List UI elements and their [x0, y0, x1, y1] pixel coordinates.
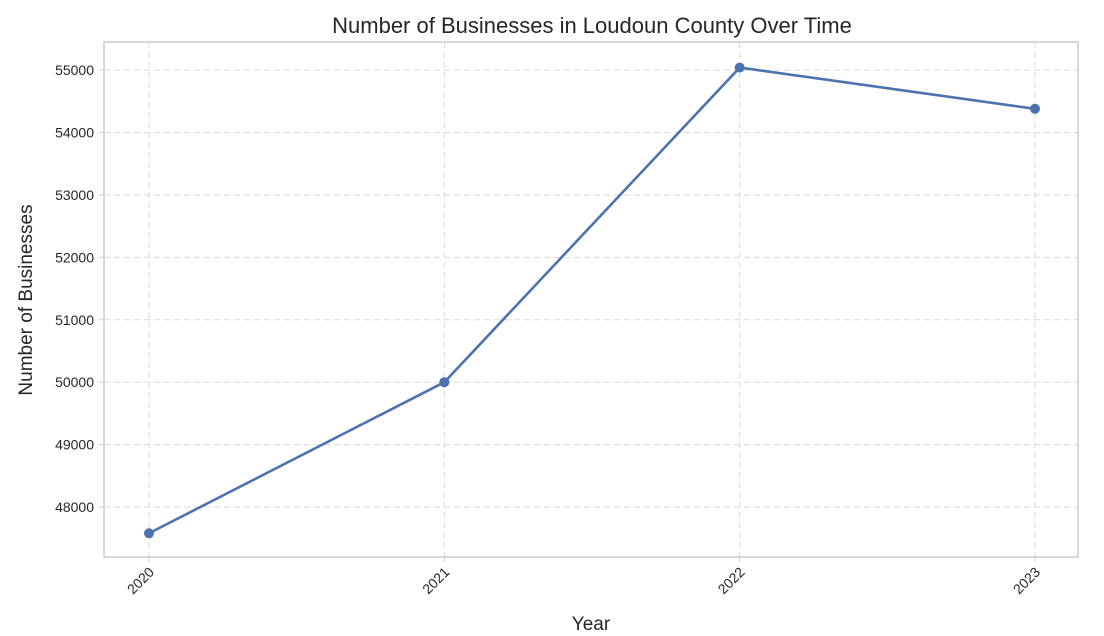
data-point: [1030, 103, 1040, 114]
series-line: [147, 66, 1037, 535]
grid: [104, 42, 1078, 557]
plot-area: [103, 41, 1079, 558]
y-tick-label: 48000: [55, 499, 94, 515]
chart-title: Number of Businesses in Loudoun County O…: [332, 13, 852, 38]
series-layer: [144, 62, 1040, 539]
x-tick-label: 2020: [124, 564, 157, 597]
x-axis-label: Year: [572, 614, 611, 635]
data-point: [144, 528, 154, 539]
y-tick-label: 52000: [55, 249, 94, 265]
axis-ticks: 48000 49000 50000 51000 52000 53000 54000 55000…: [55, 62, 1043, 597]
y-tick-label: 51000: [55, 312, 94, 328]
y-tick-label: 55000: [55, 62, 94, 78]
x-tick-label: 2023: [1010, 564, 1043, 597]
data-point: [734, 62, 745, 73]
data-point: [439, 377, 450, 388]
y-tick-label: 49000: [55, 437, 94, 453]
y-tick-label: 53000: [55, 187, 94, 203]
x-tick-label: 2021: [419, 564, 452, 597]
y-axis-label: Number of Businesses: [16, 204, 37, 395]
y-tick-label: 50000: [55, 374, 94, 390]
x-tick-label: 2022: [714, 564, 747, 597]
y-tick-label: 54000: [55, 125, 94, 141]
